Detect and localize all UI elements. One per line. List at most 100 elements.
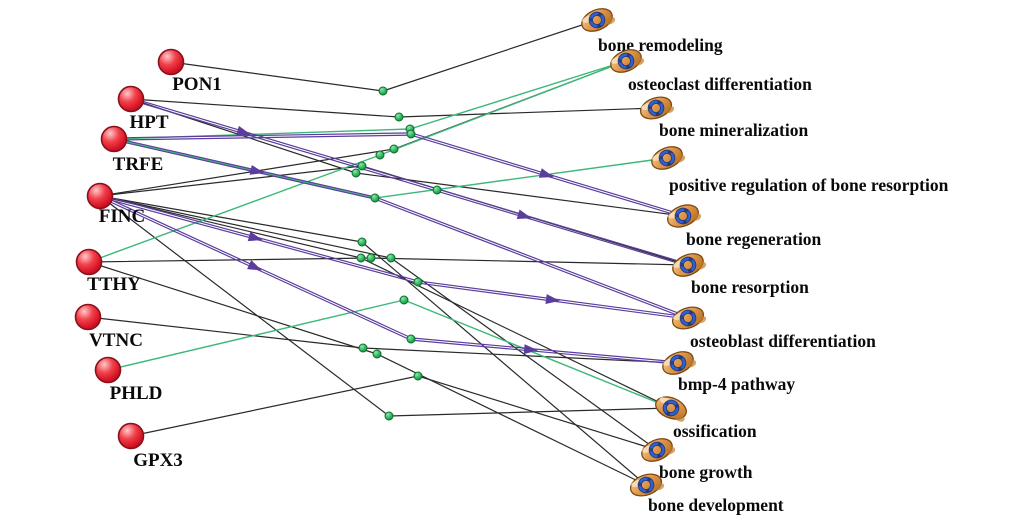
bone-shadow-icon xyxy=(696,315,707,324)
edge-black xyxy=(88,257,372,263)
intermediate-node-g2[interactable] xyxy=(394,112,404,122)
bone-shadow-icon xyxy=(605,16,616,25)
intermediate-node-g11[interactable] xyxy=(356,253,366,263)
bone-blob-icon[interactable] xyxy=(607,45,644,76)
process-label-positive_regulation: positive regulation of bone resorption xyxy=(669,175,949,195)
process-node-bone_mineralization[interactable] xyxy=(638,93,676,123)
protein-node-tthy[interactable] xyxy=(75,248,103,276)
intermediate-node-g9[interactable] xyxy=(370,193,380,203)
intermediate-node-g12[interactable] xyxy=(366,253,376,263)
protein-node-hpt[interactable] xyxy=(117,85,145,113)
intermediate-node-g1[interactable] xyxy=(378,86,388,96)
cycle-arrow-icon xyxy=(659,150,675,166)
process-label-bone_resorption: bone resorption xyxy=(691,277,809,297)
protein-node-gpx3[interactable] xyxy=(117,422,145,450)
protein-label-hpt: HPT xyxy=(129,112,168,133)
intermediate-node-g6[interactable] xyxy=(357,161,367,171)
protein-node-vtnc[interactable] xyxy=(74,303,102,331)
protein-sphere-icon[interactable] xyxy=(117,85,145,113)
process-node-positive_regulation[interactable] xyxy=(648,142,686,174)
bone-blob-icon[interactable] xyxy=(638,434,675,465)
protein-sphere-icon[interactable] xyxy=(94,356,122,384)
edge-black xyxy=(99,165,363,197)
edge-purple xyxy=(113,132,412,139)
edge-black xyxy=(361,241,647,486)
intermediate-node-g14[interactable] xyxy=(413,277,423,287)
edge-arrowhead-icon xyxy=(236,125,251,136)
edge-green xyxy=(107,299,405,371)
edge-black xyxy=(99,148,395,197)
process-node-bone_development[interactable] xyxy=(628,470,666,500)
intermediate-node-g5[interactable] xyxy=(375,150,385,160)
bone-shadow-icon xyxy=(664,105,675,114)
edge-black xyxy=(99,195,390,417)
process-node-bmp4_pathway[interactable] xyxy=(659,347,697,379)
protein-node-finc[interactable] xyxy=(86,182,114,210)
intermediate-node-g13[interactable] xyxy=(386,253,396,263)
bone-blob-icon[interactable] xyxy=(670,303,707,333)
intermediate-node-g19[interactable] xyxy=(413,371,423,381)
bone-blob-icon[interactable] xyxy=(664,201,701,232)
protein-sphere-icon[interactable] xyxy=(74,303,102,331)
cycle-arrow-icon xyxy=(675,208,691,224)
cycle-arrow-icon xyxy=(648,100,664,116)
process-node-bone_growth[interactable] xyxy=(638,434,676,466)
edge-black xyxy=(130,98,400,118)
protein-label-pon1: PON1 xyxy=(172,74,222,95)
protein-sphere-icon[interactable] xyxy=(75,248,103,276)
intermediate-node-g15[interactable] xyxy=(399,295,409,305)
intermediate-node-g20[interactable] xyxy=(384,411,394,421)
intermediate-node-g16[interactable] xyxy=(406,334,416,344)
process-node-osteoblast_differentiation[interactable] xyxy=(670,303,708,333)
intermediate-node-g3b[interactable] xyxy=(406,129,416,139)
process-node-bone_remodeling[interactable] xyxy=(578,4,616,36)
intermediate-node-g10[interactable] xyxy=(357,237,367,247)
edge-purple xyxy=(410,337,679,363)
edge-black xyxy=(398,107,657,118)
protein-sphere-icon[interactable] xyxy=(157,48,185,76)
bone-blob-icon[interactable] xyxy=(638,93,675,123)
protein-label-phld: PHLD xyxy=(110,383,163,404)
protein-node-trfe[interactable] xyxy=(100,125,128,153)
intermediate-node-g4[interactable] xyxy=(389,144,399,154)
cycle-arrow-icon xyxy=(670,355,686,371)
cycle-arrow-icon xyxy=(680,257,696,273)
bone-blob-icon[interactable] xyxy=(628,470,665,500)
bone-shadow-icon xyxy=(696,261,707,270)
edge-black xyxy=(382,19,598,92)
bone-shadow-icon xyxy=(675,154,686,163)
cycle-arrow-icon xyxy=(589,12,605,28)
protein-sphere-icon[interactable] xyxy=(100,125,128,153)
edge-black xyxy=(362,347,679,364)
process-node-osteoclast_differentiation[interactable] xyxy=(607,45,645,77)
protein-sphere-icon[interactable] xyxy=(117,422,145,450)
process-label-bone_development: bone development xyxy=(648,495,784,515)
protein-sphere-icon[interactable] xyxy=(86,182,114,210)
bone-shadow-icon xyxy=(634,57,645,66)
bone-blob-icon[interactable] xyxy=(659,347,696,378)
bone-blob-icon[interactable] xyxy=(578,4,615,35)
intermediate-node-g17[interactable] xyxy=(358,343,368,353)
bone-blob-icon[interactable] xyxy=(648,142,685,173)
edge-green xyxy=(113,138,376,199)
intermediate-node-g7[interactable] xyxy=(351,168,361,178)
process-node-ossification[interactable] xyxy=(652,393,690,424)
bone-blob-icon[interactable] xyxy=(669,249,706,280)
edge-arrowhead-icon xyxy=(249,165,265,175)
bone-shadow-icon xyxy=(686,359,697,368)
edge-purple xyxy=(113,137,376,198)
edge-arrowhead-icon xyxy=(538,168,554,178)
edge-purple xyxy=(436,188,689,265)
protein-label-finc: FINC xyxy=(99,206,145,227)
intermediate-node-g18[interactable] xyxy=(372,349,382,359)
edge-arrowhead-icon xyxy=(545,294,560,305)
protein-node-phld[interactable] xyxy=(94,356,122,384)
edge-black xyxy=(360,257,672,409)
protein-node-pon1[interactable] xyxy=(157,48,185,76)
intermediate-node-g8[interactable] xyxy=(432,185,442,195)
cycle-arrow-icon xyxy=(663,400,679,416)
protein-label-vtnc: VTNC xyxy=(89,330,143,351)
process-node-bone_resorption[interactable] xyxy=(669,249,707,281)
process-node-bone_regeneration[interactable] xyxy=(664,200,702,231)
